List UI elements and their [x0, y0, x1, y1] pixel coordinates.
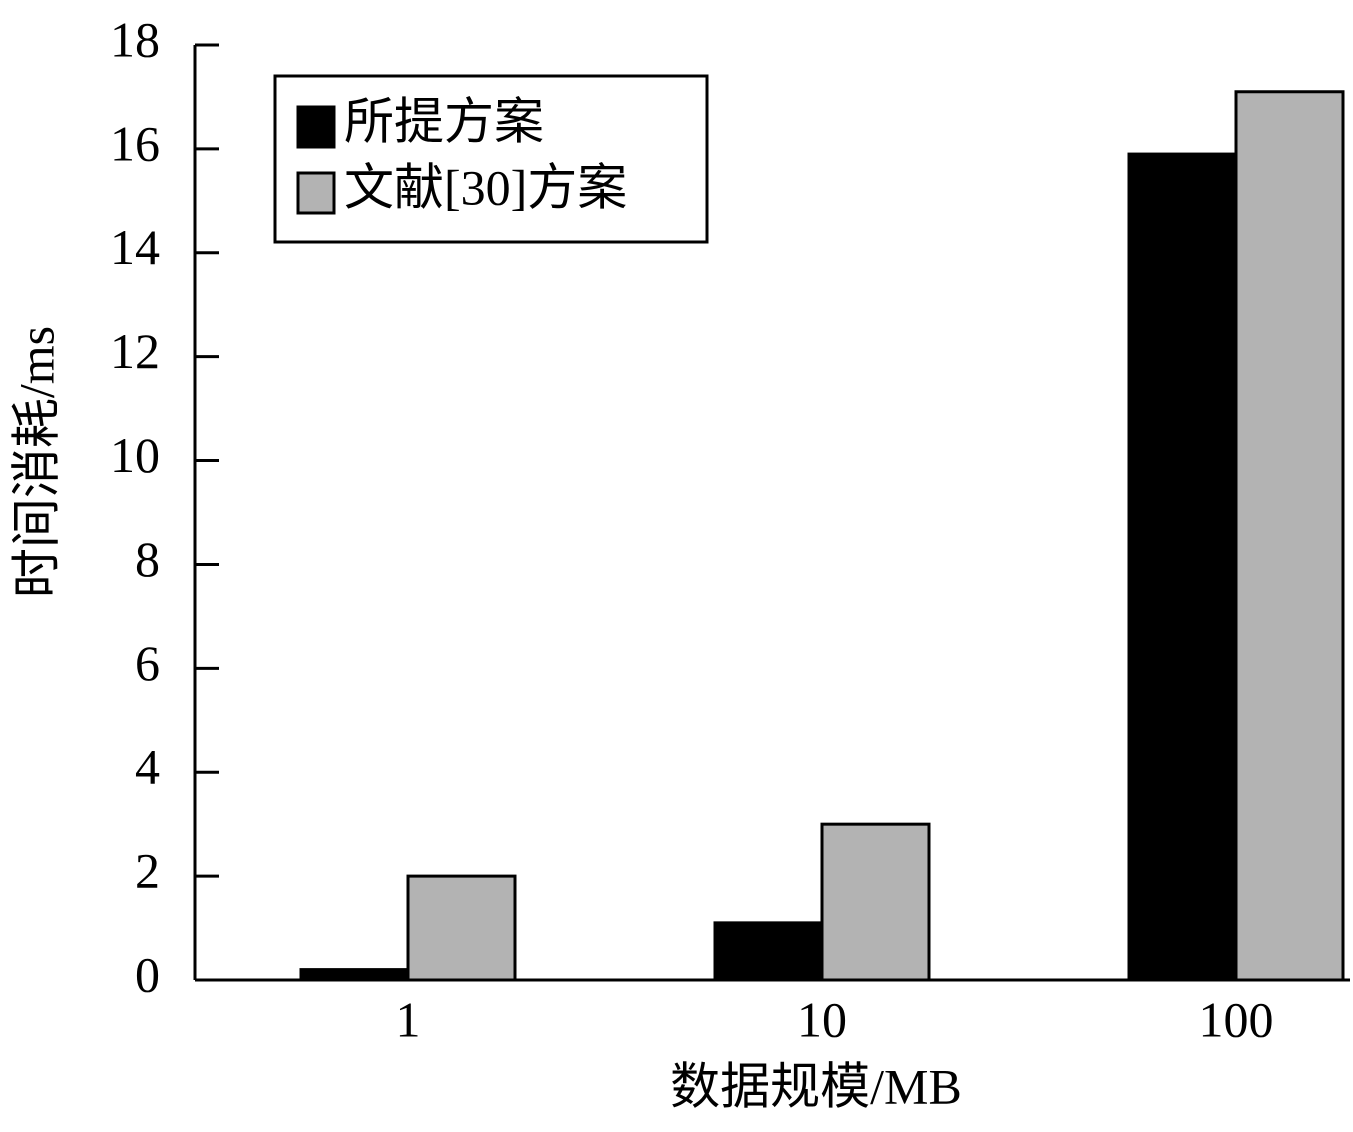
- legend-box: [273, 74, 709, 244]
- y-tick-label: 0: [135, 946, 160, 1002]
- x-axis-title: 数据规模/MB: [670, 1058, 962, 1114]
- y-tick-label: 8: [135, 531, 160, 587]
- legend-swatch: [296, 105, 336, 149]
- bar: [713, 921, 824, 982]
- y-tick-label: 12: [110, 323, 160, 379]
- y-tick-label: 6: [135, 635, 160, 691]
- bar: [1234, 90, 1345, 982]
- legend-swatch: [296, 171, 336, 215]
- y-tick-label: 18: [110, 11, 160, 67]
- legend-label: 所提方案: [344, 93, 544, 149]
- x-tick-label: 100: [1199, 991, 1274, 1047]
- y-tick-label: 2: [135, 843, 160, 899]
- x-tick-label: 1: [396, 991, 421, 1047]
- bar: [1127, 152, 1238, 982]
- y-tick-label: 4: [135, 739, 160, 795]
- x-tick-label: 10: [797, 991, 847, 1047]
- y-tick-label: 14: [110, 219, 160, 275]
- bar: [406, 874, 517, 982]
- bar: [299, 968, 410, 982]
- y-axis-title: 时间消耗/ms: [8, 326, 64, 598]
- y-tick-label: 16: [110, 115, 160, 171]
- y-tick-label: 10: [110, 427, 160, 483]
- legend-label: 文献[30]方案: [344, 159, 627, 215]
- bar: [820, 822, 931, 982]
